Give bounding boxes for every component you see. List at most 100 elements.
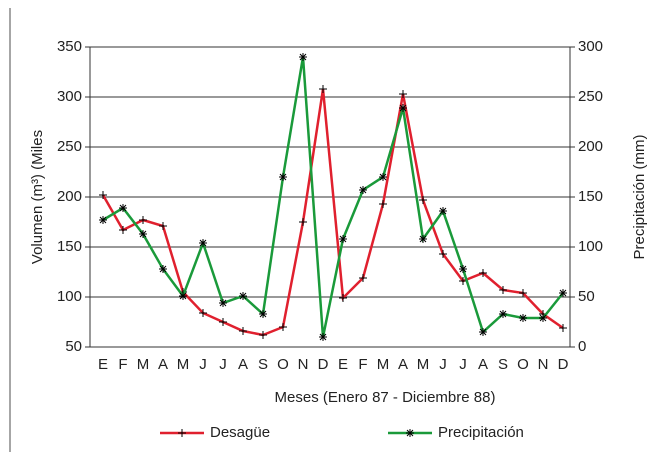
marker bbox=[439, 250, 447, 258]
x-tick-label: O bbox=[517, 356, 529, 373]
marker-stroke bbox=[459, 265, 467, 273]
marker-stroke bbox=[406, 429, 414, 437]
x-tick-label: M bbox=[137, 356, 150, 373]
x-tick-label: M bbox=[177, 356, 190, 373]
y2-tick-label: 200 bbox=[578, 138, 603, 155]
marker-stroke bbox=[539, 314, 547, 322]
marker bbox=[219, 318, 227, 326]
y2-tick-label: 0 bbox=[578, 338, 586, 355]
y2-tick-label: 50 bbox=[578, 288, 595, 305]
marker bbox=[119, 204, 127, 212]
marker-stroke bbox=[199, 239, 207, 247]
marker bbox=[239, 327, 247, 335]
y2-tick-label: 250 bbox=[578, 88, 603, 105]
y-tick-label: 350 bbox=[57, 38, 82, 55]
marker-stroke bbox=[319, 333, 327, 341]
marker-stroke bbox=[259, 310, 267, 318]
marker-stroke bbox=[379, 173, 387, 181]
y-tick-label: 100 bbox=[57, 288, 82, 305]
marker-stroke bbox=[279, 173, 287, 181]
marker bbox=[219, 299, 227, 307]
marker bbox=[178, 429, 186, 437]
y-tick-label: 300 bbox=[57, 88, 82, 105]
x-tick-label: J bbox=[439, 356, 447, 373]
marker bbox=[319, 333, 327, 341]
marker bbox=[179, 292, 187, 300]
marker bbox=[406, 429, 414, 437]
marker bbox=[279, 323, 287, 331]
marker-stroke bbox=[439, 207, 447, 215]
marker bbox=[439, 207, 447, 215]
marker-stroke bbox=[339, 235, 347, 243]
marker bbox=[399, 104, 407, 112]
x-tick-label: A bbox=[158, 356, 168, 373]
x-tick-label: M bbox=[417, 356, 430, 373]
x-tick-label: D bbox=[558, 356, 569, 373]
marker-stroke bbox=[239, 292, 247, 300]
marker bbox=[259, 331, 267, 339]
marker-stroke bbox=[519, 314, 527, 322]
marker bbox=[339, 235, 347, 243]
marker bbox=[459, 265, 467, 273]
marker bbox=[119, 226, 127, 234]
marker-stroke bbox=[559, 289, 567, 297]
marker-stroke bbox=[99, 216, 107, 224]
marker bbox=[279, 173, 287, 181]
x-tick-label: A bbox=[398, 356, 408, 373]
x-tick-label: A bbox=[238, 356, 248, 373]
marker bbox=[559, 289, 567, 297]
marker bbox=[519, 289, 527, 297]
x-tick-label: F bbox=[118, 356, 127, 373]
marker-stroke bbox=[219, 299, 227, 307]
marker bbox=[319, 85, 327, 93]
marker-stroke bbox=[359, 186, 367, 194]
marker bbox=[139, 216, 147, 224]
marker bbox=[519, 314, 527, 322]
marker bbox=[99, 191, 107, 199]
x-tick-label: N bbox=[298, 356, 309, 373]
marker bbox=[339, 294, 347, 302]
y2-tick-label: 150 bbox=[578, 188, 603, 205]
legend-label: Desagüe bbox=[210, 424, 270, 441]
x-tick-label: J bbox=[459, 356, 467, 373]
marker bbox=[299, 53, 307, 61]
marker bbox=[299, 218, 307, 226]
marker bbox=[379, 173, 387, 181]
marker bbox=[159, 222, 167, 230]
marker bbox=[199, 239, 207, 247]
marker bbox=[239, 292, 247, 300]
marker bbox=[359, 186, 367, 194]
y-tick-label: 200 bbox=[57, 188, 82, 205]
x-axis-label: Meses (Enero 87 - Diciembre 88) bbox=[275, 389, 496, 406]
x-tick-label: S bbox=[498, 356, 508, 373]
legend-label: Precipitación bbox=[438, 424, 524, 441]
series-line bbox=[102, 56, 564, 338]
x-tick-label: A bbox=[478, 356, 488, 373]
marker-stroke bbox=[419, 235, 427, 243]
series-line bbox=[101, 88, 564, 337]
y2-tick-label: 300 bbox=[578, 38, 603, 55]
marker bbox=[479, 328, 487, 336]
marker bbox=[479, 269, 487, 277]
x-tick-label: J bbox=[199, 356, 207, 373]
marker bbox=[379, 200, 387, 208]
x-tick-label: D bbox=[318, 356, 329, 373]
x-tick-label: S bbox=[258, 356, 268, 373]
marker bbox=[539, 314, 547, 322]
x-tick-label: E bbox=[98, 356, 108, 373]
marker bbox=[419, 235, 427, 243]
marker-stroke bbox=[479, 328, 487, 336]
y-tick-label: 150 bbox=[57, 238, 82, 255]
marker bbox=[499, 286, 507, 294]
marker bbox=[159, 265, 167, 273]
marker bbox=[419, 196, 427, 204]
x-tick-label: O bbox=[277, 356, 289, 373]
marker bbox=[259, 310, 267, 318]
marker-stroke bbox=[139, 230, 147, 238]
marker bbox=[399, 90, 407, 98]
x-tick-label: E bbox=[338, 356, 348, 373]
y-tick-label: 250 bbox=[57, 138, 82, 155]
marker-stroke bbox=[179, 292, 187, 300]
marker-stroke bbox=[399, 104, 407, 112]
